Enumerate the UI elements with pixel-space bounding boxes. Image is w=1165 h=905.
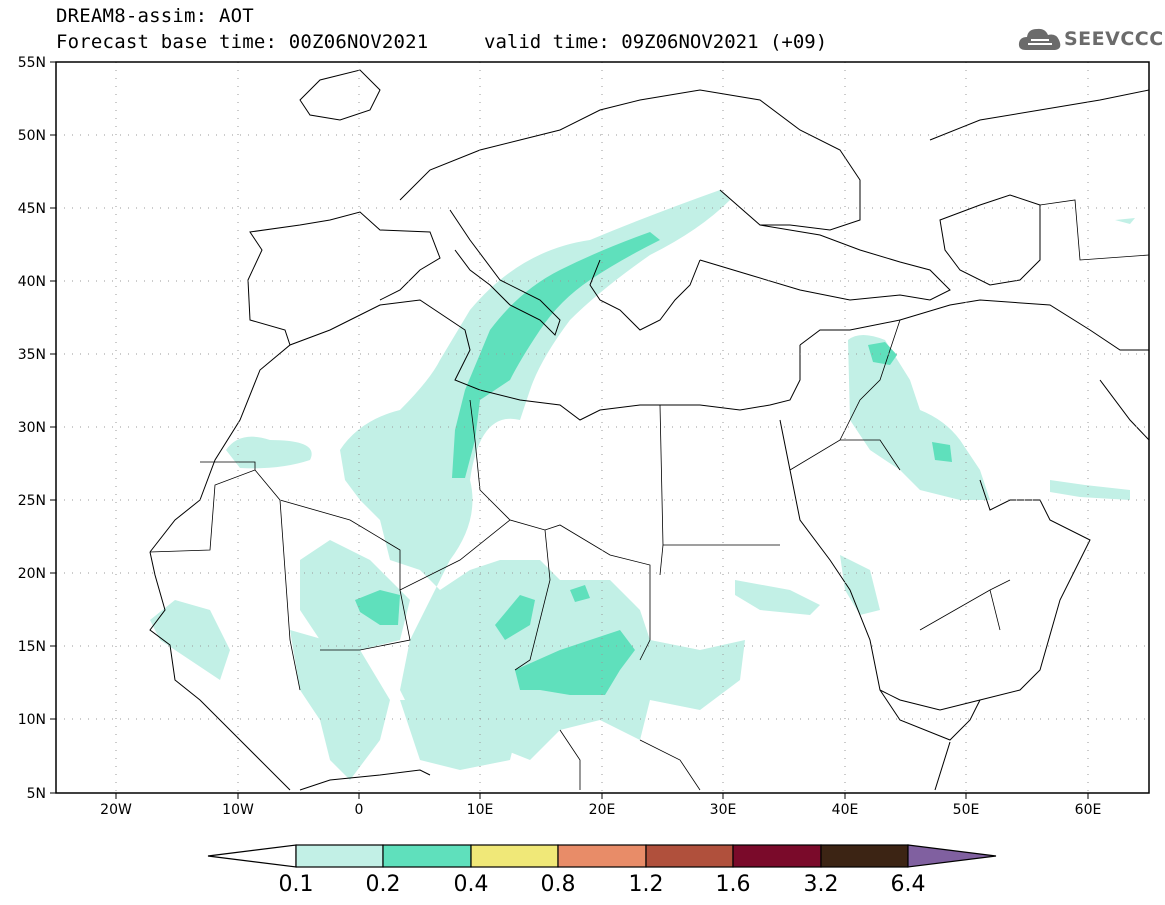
colorbar-swatches [207, 844, 997, 868]
axis-ticks [50, 61, 1089, 799]
map-title: DREAM8-assim: AOT [56, 5, 254, 27]
lat-label-35n: 35N [18, 347, 46, 363]
lon-label-40e: 40E [832, 802, 859, 818]
colorbar-labels: 0.1 0.2 0.4 0.8 1.2 1.6 3.2 6.4 [279, 872, 926, 897]
lat-label-30n: 30N [18, 420, 46, 436]
colorbar-swatch-2 [382, 844, 472, 868]
lon-label-20w: 20W [100, 802, 132, 818]
lon-label-20e: 20E [589, 802, 616, 818]
colorbar-swatch-3 [470, 844, 559, 868]
cloud-icon [1018, 28, 1061, 50]
forecast-base-time: Forecast base time: 00Z06NOV2021 [56, 31, 429, 53]
colorbar-swatch-5 [645, 844, 734, 868]
lat-label-20n: 20N [18, 566, 46, 582]
lon-label-60e: 60E [1075, 802, 1102, 818]
colorbar-label-0.2: 0.2 [366, 872, 401, 897]
lon-label-30e: 30E [710, 802, 737, 818]
seevccc-logo: SEEVCCC [1016, 22, 1163, 58]
valid-time: valid time: 09Z06NOV2021 (+09) [484, 31, 828, 53]
colorbar-label-3.2: 3.2 [804, 872, 839, 897]
country-borders [149, 199, 1149, 791]
lon-label-10w: 10W [222, 802, 254, 818]
colorbar-label-0.1: 0.1 [279, 872, 314, 897]
colorbar-swatch-6 [732, 844, 822, 868]
colorbar-upper-arrow [907, 844, 997, 868]
lat-label-55n: 55N [18, 55, 46, 71]
lat-label-50n: 50N [18, 128, 46, 144]
colorbar-label-6.4: 6.4 [891, 872, 926, 897]
lon-label-0: 0 [355, 802, 364, 818]
colorbar-label-1.6: 1.6 [716, 872, 751, 897]
lat-label-15n: 15N [18, 639, 46, 655]
colorbar-swatch-1 [295, 844, 384, 868]
longitude-labels: 20W 10W 0 10E 20E 30E 40E 50E 60E [100, 802, 1101, 818]
lat-label-25n: 25N [18, 493, 46, 509]
colorbar-swatch-7 [820, 844, 909, 868]
lon-label-50e: 50E [953, 802, 980, 818]
aot-0.2-region [355, 232, 952, 695]
colorbar-label-1.2: 1.2 [629, 872, 664, 897]
colorbar-swatch-4 [557, 844, 647, 868]
colorbar-lower-arrow [207, 844, 297, 868]
lat-label-45n: 45N [18, 201, 46, 217]
coastlines-borders [149, 69, 1149, 791]
lat-label-40n: 40N [18, 274, 46, 290]
dust-plume-layer [150, 190, 1135, 780]
lat-label-5n: 5N [27, 786, 46, 802]
latitude-labels: 55N 50N 45N 40N 35N 30N 25N 20N 15N 10N … [18, 55, 46, 802]
colorbar-label-0.4: 0.4 [454, 872, 489, 897]
lat-label-10n: 10N [18, 712, 46, 728]
lon-label-10e: 10E [467, 802, 494, 818]
colorbar-label-0.8: 0.8 [541, 872, 576, 897]
logo-text: SEEVCCC [1064, 28, 1164, 50]
